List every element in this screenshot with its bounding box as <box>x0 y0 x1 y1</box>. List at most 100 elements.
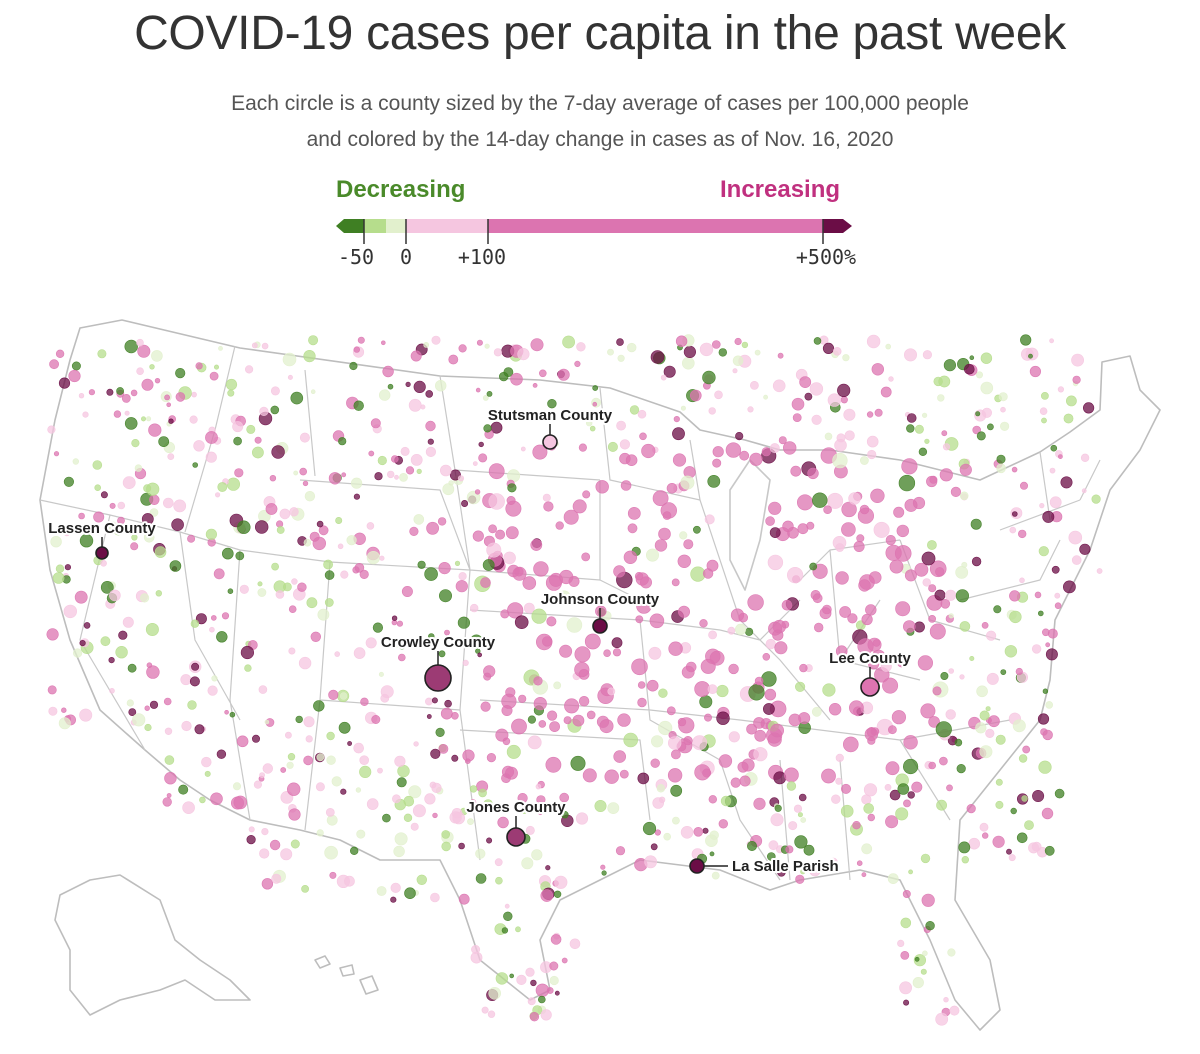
county-circle[interactable] <box>592 401 598 407</box>
county-circle[interactable] <box>1041 417 1047 424</box>
county-circle[interactable] <box>839 606 851 618</box>
county-circle[interactable] <box>454 560 461 567</box>
county-circle[interactable] <box>1020 334 1032 346</box>
county-circle[interactable] <box>100 636 111 647</box>
county-circle[interactable] <box>884 783 892 791</box>
county-circle[interactable] <box>257 588 267 597</box>
county-circle[interactable] <box>799 376 812 388</box>
county-circle[interactable] <box>600 864 606 870</box>
county-circle[interactable] <box>495 972 509 985</box>
county-circle[interactable] <box>835 543 845 552</box>
county-circle[interactable] <box>996 463 1006 474</box>
county-circle[interactable] <box>1022 745 1031 754</box>
county-circle[interactable] <box>410 453 423 466</box>
county-circle[interactable] <box>835 571 849 585</box>
county-circle[interactable] <box>979 745 993 759</box>
county-circle[interactable] <box>766 852 776 861</box>
county-circle[interactable] <box>540 1009 552 1021</box>
county-circle[interactable] <box>770 813 784 827</box>
county-circle[interactable] <box>1011 511 1018 517</box>
county-circle[interactable] <box>823 505 832 514</box>
county-circle[interactable] <box>1041 392 1049 400</box>
county-circle[interactable] <box>925 920 935 931</box>
county-circle[interactable] <box>144 705 150 711</box>
county-circle[interactable] <box>613 750 627 763</box>
county-circle[interactable] <box>46 628 59 641</box>
county-circle[interactable] <box>995 778 1003 786</box>
county-circle[interactable] <box>1037 713 1050 725</box>
county-circle[interactable] <box>397 764 410 778</box>
county-circle[interactable] <box>549 975 559 986</box>
county-circle[interactable] <box>431 697 438 704</box>
county-circle[interactable] <box>527 735 542 750</box>
county-circle[interactable] <box>339 692 348 700</box>
county-circle[interactable] <box>920 968 927 975</box>
county-circle[interactable] <box>582 768 597 783</box>
county-circle[interactable] <box>844 430 855 441</box>
county-circle[interactable] <box>828 703 842 716</box>
county-circle[interactable] <box>425 446 437 457</box>
county-circle[interactable] <box>1024 820 1034 830</box>
county-circle[interactable] <box>703 713 712 722</box>
county-circle[interactable] <box>371 714 381 724</box>
county-circle[interactable] <box>409 526 419 536</box>
county-circle[interactable] <box>920 853 931 864</box>
county-circle[interactable] <box>244 664 252 672</box>
county-circle[interactable] <box>603 649 611 658</box>
county-circle[interactable] <box>210 792 223 806</box>
county-circle[interactable] <box>554 875 568 889</box>
county-circle[interactable] <box>561 811 569 819</box>
county-circle[interactable] <box>935 721 952 738</box>
county-circle[interactable] <box>405 466 415 475</box>
crowley-county-circle[interactable] <box>424 664 452 692</box>
county-circle[interactable] <box>793 804 803 813</box>
county-circle[interactable] <box>55 349 65 358</box>
county-circle[interactable] <box>326 755 336 765</box>
county-circle[interactable] <box>658 527 671 541</box>
county-circle[interactable] <box>754 349 761 356</box>
county-circle[interactable] <box>1063 580 1076 594</box>
county-circle[interactable] <box>870 488 885 504</box>
county-circle[interactable] <box>943 996 949 1003</box>
county-circle[interactable] <box>305 735 313 743</box>
county-circle[interactable] <box>809 864 821 877</box>
county-circle[interactable] <box>464 758 471 765</box>
county-circle[interactable] <box>122 476 136 489</box>
county-circle[interactable] <box>777 867 786 877</box>
county-circle[interactable] <box>141 513 154 525</box>
county-circle[interactable] <box>359 755 370 766</box>
county-circle[interactable] <box>1000 406 1006 413</box>
county-circle[interactable] <box>205 431 218 444</box>
county-circle[interactable] <box>349 361 358 371</box>
county-circle[interactable] <box>739 450 750 461</box>
county-circle[interactable] <box>867 658 880 670</box>
county-circle[interactable] <box>399 472 408 482</box>
county-circle[interactable] <box>985 706 991 712</box>
county-circle[interactable] <box>961 855 969 864</box>
county-circle[interactable] <box>259 772 265 778</box>
county-circle[interactable] <box>666 706 676 716</box>
county-circle[interactable] <box>646 679 659 692</box>
county-circle[interactable] <box>214 364 220 370</box>
county-circle[interactable] <box>233 436 242 446</box>
county-circle[interactable] <box>786 567 804 584</box>
county-circle[interactable] <box>163 697 172 706</box>
county-circle[interactable] <box>264 719 270 725</box>
county-circle[interactable] <box>1017 529 1027 539</box>
county-circle[interactable] <box>861 613 873 626</box>
county-circle[interactable] <box>396 620 404 627</box>
county-circle[interactable] <box>902 758 919 775</box>
county-circle[interactable] <box>136 367 144 375</box>
county-circle[interactable] <box>976 685 988 698</box>
county-circle[interactable] <box>732 368 738 374</box>
county-circle[interactable] <box>1032 789 1045 802</box>
county-circle[interactable] <box>709 851 715 857</box>
county-circle[interactable] <box>109 589 121 602</box>
county-circle[interactable] <box>438 650 446 658</box>
county-circle[interactable] <box>986 672 999 685</box>
county-circle[interactable] <box>714 390 723 400</box>
county-circle[interactable] <box>637 409 647 419</box>
county-circle[interactable] <box>531 849 543 861</box>
county-circle[interactable] <box>897 659 906 668</box>
county-circle[interactable] <box>847 613 858 624</box>
